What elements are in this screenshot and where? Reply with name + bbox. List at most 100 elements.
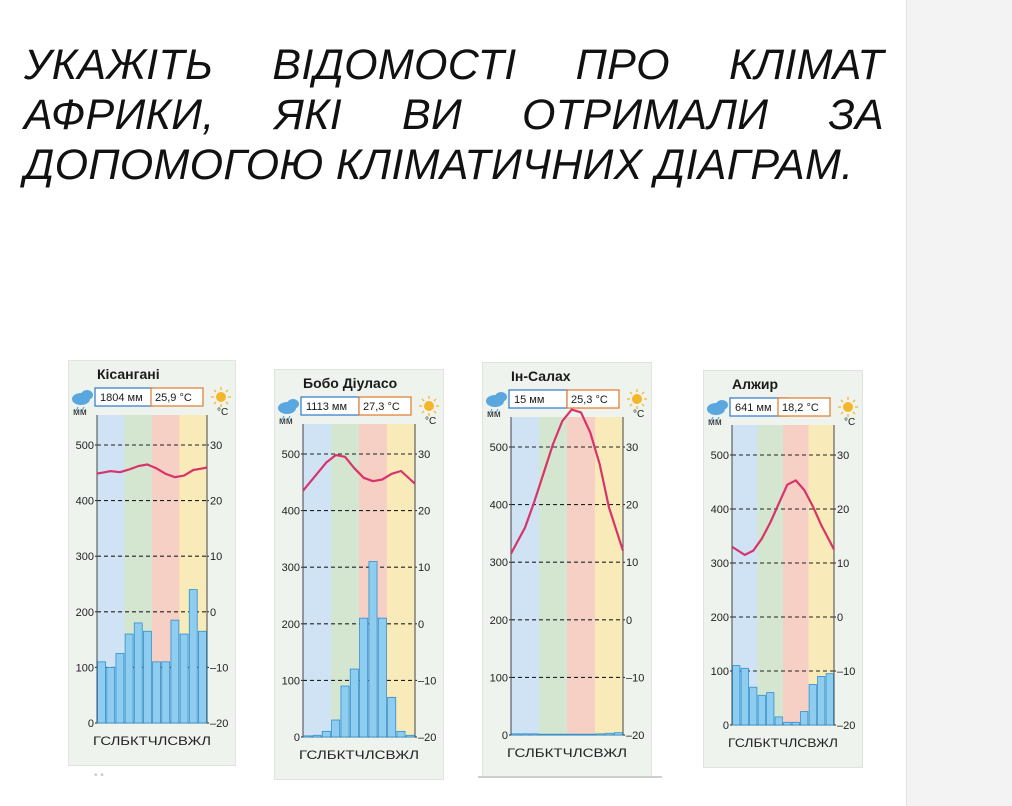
temp-tick-label: –10 <box>210 662 228 674</box>
precip-bar <box>321 730 331 738</box>
temp-tick-label: 10 <box>418 562 430 574</box>
rain-cloud-icon <box>486 392 507 414</box>
precip-tick-label: 200 <box>76 607 94 619</box>
temperature-line <box>731 479 835 556</box>
temperature-line <box>96 463 208 479</box>
temp-tick-label: –10 <box>418 675 436 687</box>
temp-mean-box <box>150 387 204 407</box>
temp-unit-label: °С <box>217 407 228 418</box>
precip-total-label: 1113 мм <box>306 401 347 413</box>
season-band <box>567 417 595 735</box>
precip-bar <box>749 686 758 726</box>
climate-chart-in-salah: Ін-Салах 15 мм 25,3 °С мм °С 0 100 200 300 400 500… <box>482 362 652 778</box>
precip-bar <box>808 684 817 726</box>
precip-bar <box>340 685 350 738</box>
precip-bar <box>548 733 558 736</box>
sun-icon <box>419 396 439 416</box>
precip-bar <box>557 733 567 736</box>
temp-tick-label: 0 <box>837 612 843 624</box>
precip-bar <box>312 734 322 738</box>
temp-mean-box <box>358 396 412 416</box>
precip-bar <box>161 661 171 724</box>
precip-bar <box>511 733 521 736</box>
precip-bar <box>732 665 741 726</box>
season-band <box>511 417 539 735</box>
precip-bar <box>604 732 614 736</box>
temp-tick-label: 0 <box>418 619 424 631</box>
temp-mean-label: 18,2 °С <box>782 402 819 414</box>
sun-icon <box>838 397 858 417</box>
divider-line <box>478 776 662 778</box>
precip-tick-label: 100 <box>76 662 94 674</box>
precip-tick-label: 300 <box>282 562 300 574</box>
temp-unit-label: °С <box>425 416 436 427</box>
temp-tick-label: 20 <box>210 496 222 508</box>
precip-tick-label: 200 <box>490 615 508 627</box>
precip-bar <box>576 733 586 736</box>
precip-bar <box>774 716 783 726</box>
chart-title: Бобо Діуласо <box>303 375 397 391</box>
temp-tick-label: –20 <box>626 730 644 742</box>
season-band <box>387 424 415 737</box>
temp-unit-label: °С <box>633 409 644 420</box>
decorative-dots: • • <box>94 770 104 781</box>
precip-tick-label: 200 <box>282 619 300 631</box>
precip-bar <box>825 673 834 726</box>
rain-cloud-icon <box>72 390 93 412</box>
precip-tick-label: 100 <box>711 666 729 678</box>
season-band <box>783 425 809 725</box>
temp-tick-label: –20 <box>837 720 855 732</box>
precip-total-label: 15 мм <box>514 394 544 406</box>
precip-bar <box>387 696 397 738</box>
precip-bar <box>539 733 549 736</box>
precip-tick-label: 400 <box>282 506 300 518</box>
precip-bar <box>133 622 143 724</box>
precip-bar <box>143 630 152 724</box>
precip-bar <box>368 561 378 738</box>
precip-tick-label: 0 <box>294 732 300 744</box>
month-labels: ГСЛБКТЧЛСВЖЛ <box>728 736 838 750</box>
temp-tick-label: 20 <box>626 500 638 512</box>
precip-bar <box>800 711 809 726</box>
precip-tick-label: 400 <box>76 496 94 508</box>
precip-tick-label: 300 <box>711 558 729 570</box>
precip-bar <box>757 694 766 726</box>
page-heading: УКАЖІТЬ ВІДОМОСТІ ПРО КЛІМАТ АФРИКИ, ЯКІ… <box>24 41 884 189</box>
precip-bar <box>303 735 313 738</box>
temp-mean-label: 27,3 °С <box>363 401 400 413</box>
precip-bar <box>529 733 539 736</box>
precip-tick-label: 0 <box>88 718 94 730</box>
precip-bar <box>377 617 387 738</box>
sun-icon <box>627 389 647 409</box>
sun-icon <box>211 387 231 407</box>
precip-bar <box>198 630 207 724</box>
month-labels: ГСЛБКТЧЛСВЖЛ <box>299 748 419 762</box>
precip-total-label: 1804 мм <box>100 392 143 404</box>
temp-unit-label: °С <box>844 417 855 428</box>
chart-title: Ін-Салах <box>511 368 571 384</box>
temperature-line <box>302 454 416 492</box>
precip-tick-label: 500 <box>490 442 508 454</box>
temp-mean-label: 25,3 °С <box>571 394 608 406</box>
month-labels: ГСЛБКТЧЛСВЖЛ <box>507 746 627 760</box>
precip-tick-label: 200 <box>711 612 729 624</box>
precip-unit-label: мм <box>708 417 722 428</box>
precip-tick-label: 400 <box>711 504 729 516</box>
precip-bar <box>585 733 595 736</box>
precip-tick-label: 500 <box>282 449 300 461</box>
rain-cloud-icon <box>707 400 728 422</box>
precip-bar <box>170 619 180 724</box>
precip-bar <box>188 589 198 724</box>
precip-bar <box>331 719 341 738</box>
precip-bar <box>520 733 530 736</box>
precip-tick-label: 500 <box>711 450 729 462</box>
precip-unit-label: мм <box>279 416 293 427</box>
temp-mean-box <box>777 397 831 417</box>
precip-bar <box>179 633 189 724</box>
precip-bar <box>613 732 623 736</box>
precip-bar <box>115 653 125 724</box>
temperature-line <box>510 408 625 555</box>
precip-bar <box>405 734 415 738</box>
